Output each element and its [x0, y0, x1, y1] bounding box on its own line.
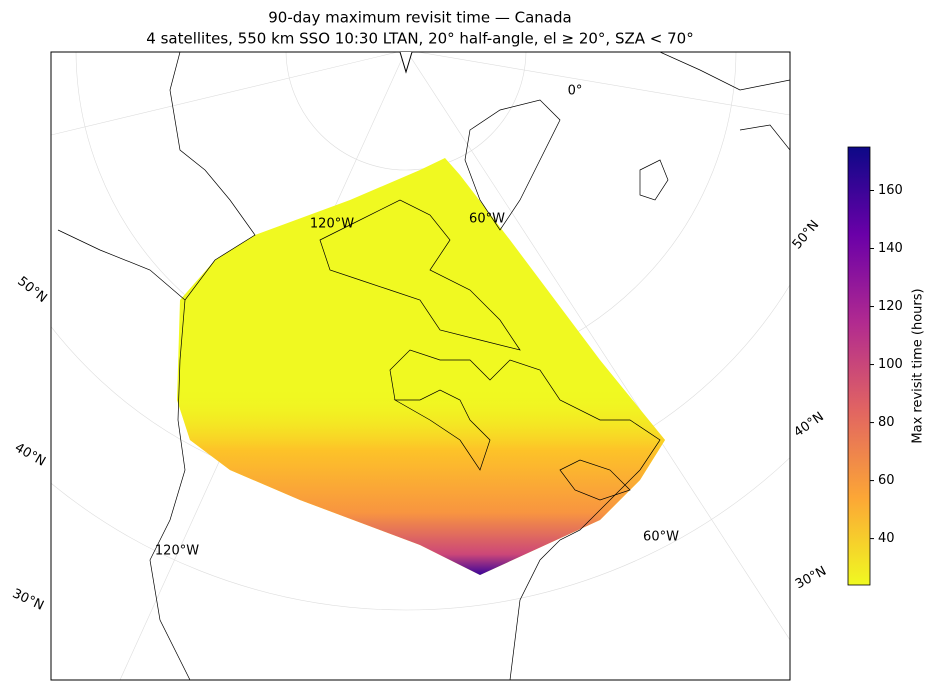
lon-label: 0° [568, 84, 583, 99]
colorbar-tick-label: 100 [878, 357, 903, 372]
map-frame [50, 51, 791, 681]
lat-label: 30°N [10, 586, 46, 613]
lat-label: 50°N [14, 274, 49, 306]
lat-label: 50°N [790, 218, 823, 253]
lat-label: 40°N [791, 409, 826, 440]
colorbar-tick-label: 120 [878, 299, 903, 314]
lat-label: 30°N [793, 564, 829, 593]
colorbar-tick-label: 40 [878, 531, 895, 546]
pole-notch [399, 51, 413, 74]
colorbar [847, 146, 871, 586]
colorbar-tick-label: 160 [878, 183, 903, 198]
colorbar-tick-label: 140 [878, 241, 903, 256]
coastlines [57, 52, 790, 680]
lon-label: 60°W [643, 530, 679, 545]
lon-label: 120°W [155, 544, 199, 559]
title: 90-day maximum revisit time — Canada [268, 9, 571, 27]
colorbar-tick-label: 60 [878, 473, 895, 488]
lon-label: 60°W [469, 212, 505, 227]
lat-label: 40°N [12, 440, 48, 469]
lon-label: 120°W [310, 217, 354, 232]
map-area [51, 52, 790, 680]
coverage-gradient [177, 158, 665, 575]
colorbar-tick-label: 80 [878, 415, 895, 430]
colorbar-label: Max revisit time (hours) [911, 288, 926, 443]
subtitle: 4 satellites, 550 km SSO 10:30 LTAN, 20°… [146, 30, 693, 48]
